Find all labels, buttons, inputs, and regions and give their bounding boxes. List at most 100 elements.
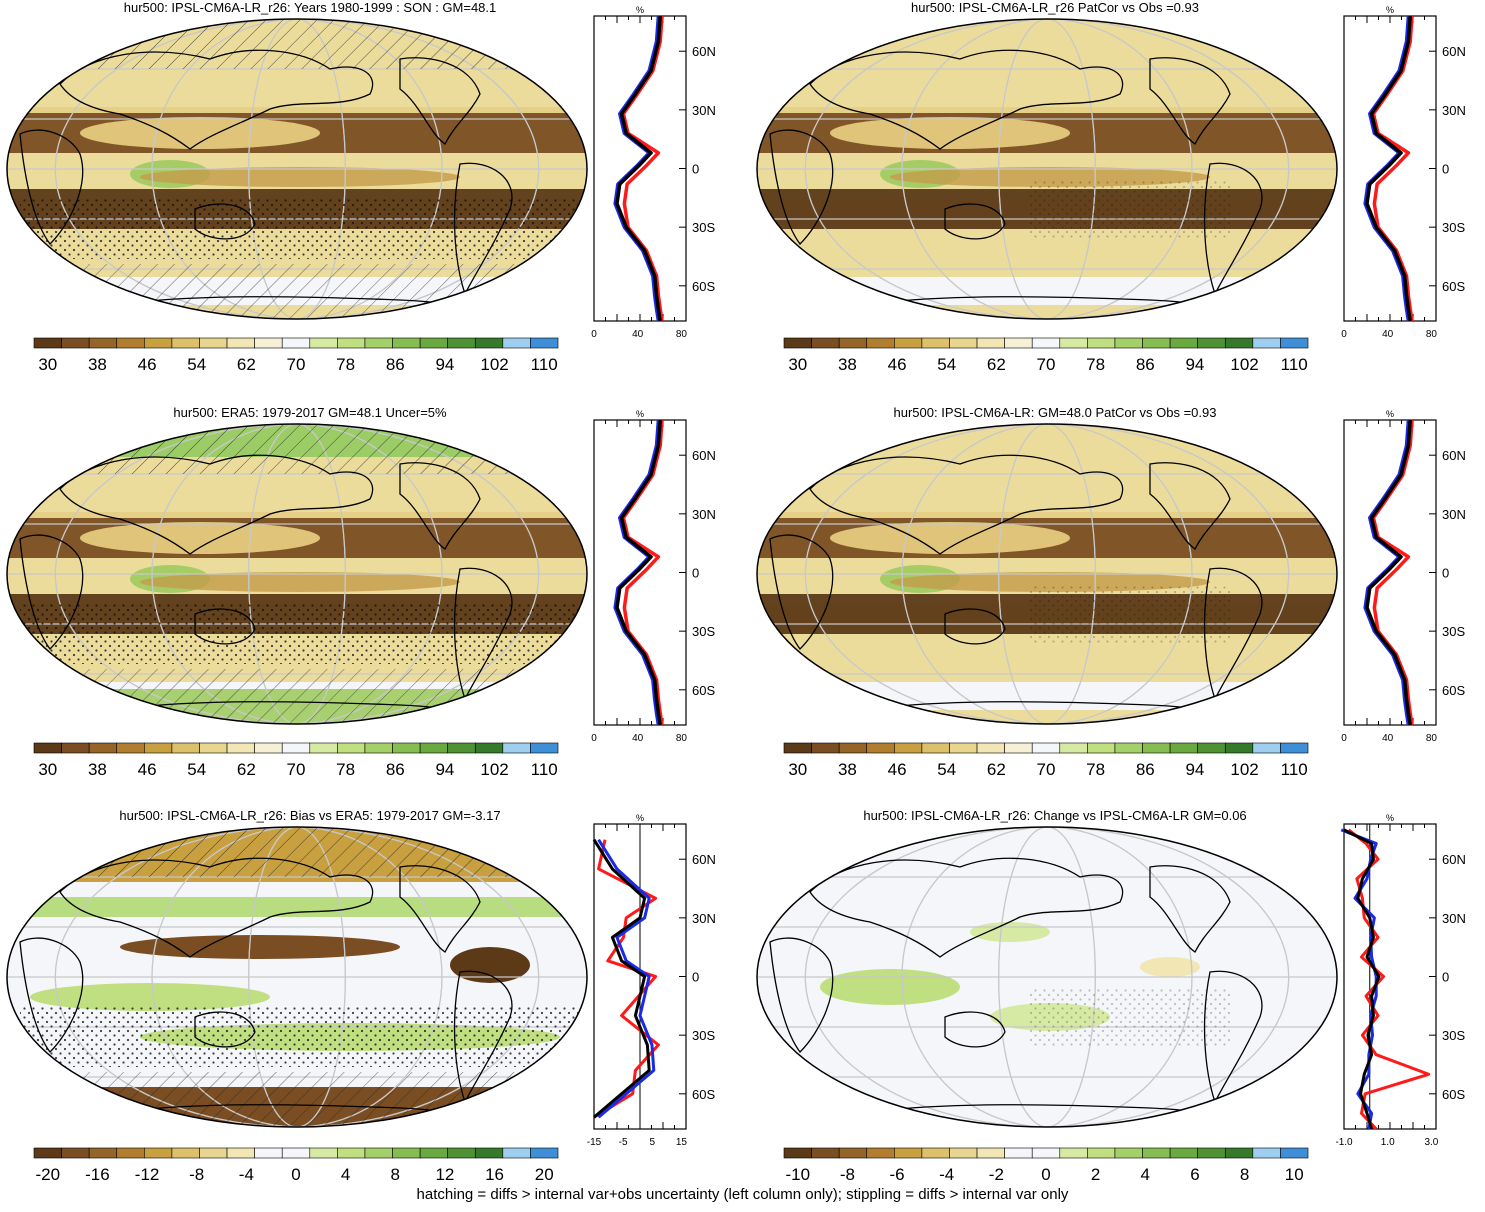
graticule: [757, 827, 1337, 1127]
colorbar-label: 78: [336, 355, 355, 374]
colorbar-label: 110: [1281, 760, 1308, 779]
profile-ytick-label: 0: [692, 970, 699, 985]
colorbar-swatch: [530, 1147, 559, 1159]
colorbar-swatch: [88, 337, 118, 349]
stippling: [1030, 987, 1230, 1047]
colorbar-swatch: [811, 337, 840, 349]
stippling: [1030, 584, 1230, 644]
profile-frame: [593, 15, 687, 322]
zonal-profile-1: % 60N 30N 0 30S 60S 0 40 80: [591, 5, 716, 340]
profile-xtick-label: 80: [676, 733, 688, 744]
profile-frame: [1343, 15, 1437, 322]
profile-xtick-label: 5: [650, 1137, 656, 1148]
profile-line-ensemble: [592, 838, 651, 1119]
colorbar-swatch: [309, 337, 338, 349]
profile-ytick-label: 0: [1442, 162, 1449, 177]
zonal-profile-2: % 60N 30N 0 30S 60S 0 40 80: [1341, 5, 1466, 340]
profile-ytick-label: 0: [692, 566, 699, 581]
colorbar-swatch: [894, 1147, 923, 1159]
colorbar-swatch: [1031, 742, 1061, 754]
panel-title-2: hur500: IPSL-CM6A-LR_r26 PatCor vs Obs =…: [911, 0, 1199, 15]
profile-frame: [1343, 823, 1437, 1130]
colorbar-swatch: [866, 337, 895, 349]
profile-xtick-label: 0: [1341, 733, 1347, 744]
profile-ytick-label: 30N: [1442, 911, 1466, 926]
zonal-profile-5: % 60N 30N 0 30S 60S -15 -5 5 15: [587, 813, 716, 1148]
colorbar-swatch: [1059, 337, 1088, 349]
colorbar-swatch: [144, 337, 173, 349]
colorbar-label: 30: [788, 760, 807, 779]
colorbar-label: 62: [237, 760, 256, 779]
colorbar-swatch: [226, 742, 255, 754]
colorbar-label: 70: [287, 760, 306, 779]
colorbar-swatch: [1142, 337, 1171, 349]
colorbar-swatch: [1004, 337, 1033, 349]
colorbar-label: 38: [88, 355, 107, 374]
colorbar-swatch: [33, 337, 62, 349]
colorbar-swatch: [419, 742, 448, 754]
colorbar-label: -20: [36, 1165, 61, 1184]
map-border: [756, 826, 1338, 1128]
profile-unit: %: [1386, 409, 1394, 419]
stippling: [20, 604, 580, 664]
colorbar-label: -16: [85, 1165, 110, 1184]
colorbar-label: 62: [987, 355, 1006, 374]
hatching-north: [7, 19, 587, 69]
profile-ytick-label: 60N: [692, 852, 716, 867]
colorbar-swatch: [1169, 1147, 1198, 1159]
colorbar-swatch: [1114, 742, 1143, 754]
colorbar-label: 86: [1136, 760, 1155, 779]
profile-xtick-label: 0: [591, 733, 597, 744]
profile-xtick-label: 15: [676, 1137, 688, 1148]
colorbar-label: 102: [1230, 355, 1258, 374]
hatching-north: [7, 424, 587, 474]
colorbar-swatch: [783, 337, 812, 349]
map-border: [6, 18, 588, 320]
colorbar-swatch: [447, 337, 476, 349]
profile-xtick-label: -1.0: [1336, 1137, 1353, 1148]
colorbar-swatch: [116, 1147, 145, 1159]
colorbar-label: 86: [386, 760, 405, 779]
panel-title-4: hur500: IPSL-CM6A-LR: GM=48.0 PatCor vs …: [893, 405, 1217, 420]
map-border: [6, 423, 588, 725]
coastlines: [769, 857, 1263, 1127]
colorbar-swatch: [1087, 1147, 1116, 1159]
profile-xtick-label: 0: [591, 329, 597, 340]
hatching-north: [7, 827, 587, 877]
colorbar-swatch: [1142, 742, 1171, 754]
colorbar-swatch: [447, 1147, 476, 1159]
colorbar-swatch: [1087, 742, 1116, 754]
colorbar-swatch: [337, 337, 366, 349]
colorbar-swatch: [783, 1147, 812, 1159]
colorbar-swatch: [364, 337, 393, 349]
colorbar-swatch: [88, 1147, 118, 1159]
map-model-climatology: [6, 18, 588, 320]
profile-ytick-label: 0: [1442, 566, 1449, 581]
colorbar-label: 2: [1091, 1165, 1100, 1184]
colorbar-swatch: [281, 1147, 311, 1159]
colorbar-swatch: [474, 337, 504, 349]
colorbar-swatch: [976, 337, 1005, 349]
profile-line-ensemble: [615, 15, 662, 322]
colorbar-label: 102: [480, 355, 508, 374]
colorbar-swatch: [199, 1147, 228, 1159]
colorbar-label: 78: [336, 760, 355, 779]
colorbar-label: 54: [937, 355, 956, 374]
colorbar-swatch: [337, 742, 366, 754]
colorbar-label: 8: [1240, 1165, 1249, 1184]
colorbar-swatch: [1280, 742, 1309, 754]
colorbar-swatch: [1252, 337, 1281, 349]
colorbar-swatch: [1224, 742, 1254, 754]
profile-unit: %: [636, 813, 644, 823]
profile-xtick-label: 40: [632, 329, 644, 340]
colorbar-swatch: [254, 742, 283, 754]
stippling: [20, 1007, 580, 1067]
zonal-profile-6: % 60N 30N 0 30S 60S -1.0 1.0 3.0: [1336, 813, 1466, 1148]
profile-ytick-label: 30N: [1442, 103, 1466, 118]
colorbar-swatch: [811, 742, 840, 754]
colorbar-label: 110: [531, 760, 558, 779]
colorbar-swatch: [337, 1147, 366, 1159]
zonal-profile-3: % 60N 30N 0 30S 60S 0 40 80: [591, 409, 716, 744]
colorbar-swatch: [447, 742, 476, 754]
colorbar-label: -10: [786, 1165, 811, 1184]
